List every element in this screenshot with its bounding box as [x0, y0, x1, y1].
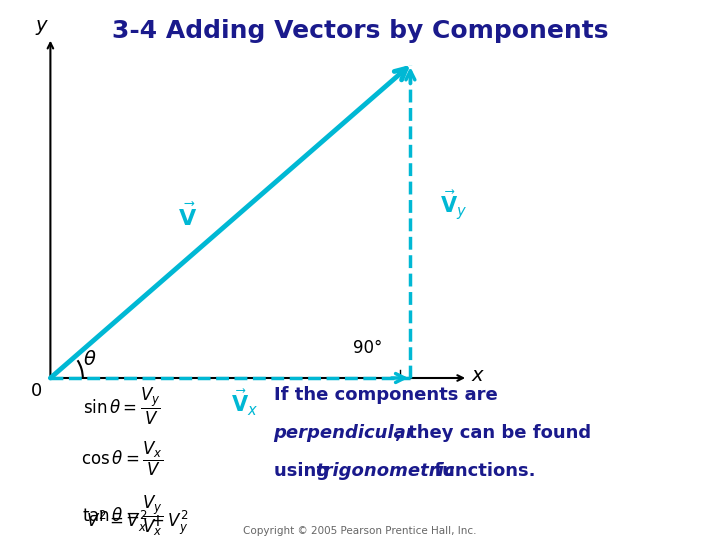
- Text: $\tan\theta = \dfrac{V_y}{V_x}$: $\tan\theta = \dfrac{V_y}{V_x}$: [82, 494, 163, 538]
- Text: perpendicular: perpendicular: [274, 424, 415, 442]
- Text: Copyright © 2005 Pearson Prentice Hall, Inc.: Copyright © 2005 Pearson Prentice Hall, …: [243, 525, 477, 536]
- Text: using: using: [274, 462, 335, 480]
- Text: If the components are: If the components are: [274, 386, 498, 404]
- Text: functions.: functions.: [428, 462, 535, 480]
- Text: θ: θ: [84, 349, 96, 369]
- Text: $V^2 = V_x^2 + V_y^2$: $V^2 = V_x^2 + V_y^2$: [86, 509, 189, 537]
- Text: $\cos\theta = \dfrac{V_x}{V}$: $\cos\theta = \dfrac{V_x}{V}$: [81, 440, 163, 478]
- Text: 3-4 Adding Vectors by Components: 3-4 Adding Vectors by Components: [112, 19, 608, 43]
- Text: $\vec{\mathbf{V}}_x$: $\vec{\mathbf{V}}_x$: [231, 387, 258, 417]
- Text: 90°: 90°: [353, 339, 382, 357]
- Text: , they can be found: , they can be found: [395, 424, 590, 442]
- Text: $\vec{\mathbf{V}}_y$: $\vec{\mathbf{V}}_y$: [440, 188, 467, 222]
- Text: y: y: [35, 16, 47, 35]
- Text: $\vec{\mathbf{V}}$: $\vec{\mathbf{V}}$: [178, 202, 197, 230]
- Text: x: x: [472, 366, 483, 385]
- Text: $\sin\theta = \dfrac{V_y}{V}$: $\sin\theta = \dfrac{V_y}{V}$: [84, 386, 161, 427]
- Text: 0: 0: [30, 382, 42, 401]
- Text: trigonometric: trigonometric: [315, 462, 455, 480]
